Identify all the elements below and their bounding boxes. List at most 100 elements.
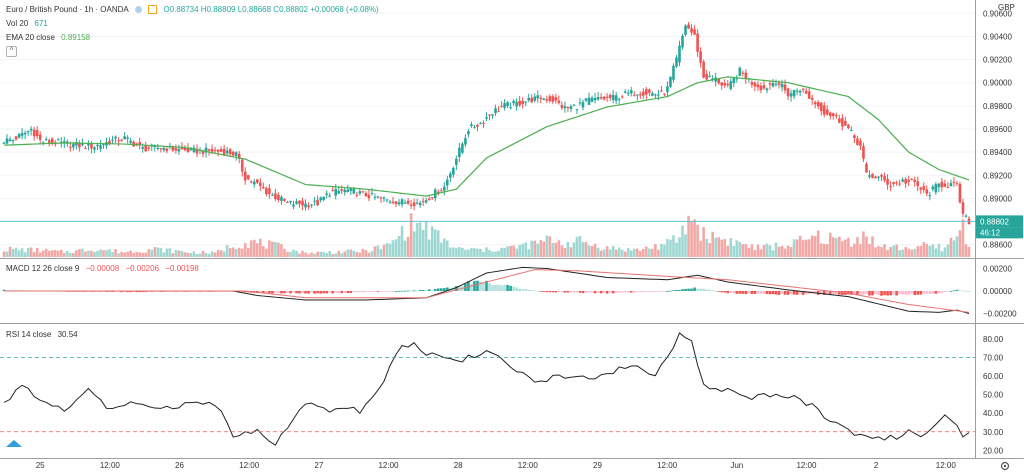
volume-bar [108, 249, 111, 257]
candle-body [195, 148, 199, 154]
macd-hist-bar [509, 285, 512, 291]
candle-body [289, 200, 292, 203]
candle-body [702, 61, 705, 78]
volume-bar [470, 248, 473, 257]
rsi-tick-label: 20.00 [983, 446, 1004, 455]
volume-bar [379, 249, 383, 257]
candle-body [789, 93, 793, 97]
volume-bar [747, 247, 751, 257]
macd-hist-bar [777, 291, 781, 295]
volume-bar [171, 253, 175, 257]
symbol-title[interactable]: Euro / British Pound · 1h · OANDA [6, 5, 129, 14]
candle-body [485, 117, 488, 119]
candle-body [964, 215, 968, 217]
candle-body [614, 95, 618, 101]
macd-hist-bar [373, 291, 377, 292]
rsi-legend[interactable]: RSI 14 close 30.54 [6, 330, 82, 339]
volume-legend[interactable]: Vol 20 671 [6, 19, 52, 28]
candle-body [850, 129, 853, 131]
volume-bar [228, 248, 232, 257]
volume-bar [934, 248, 938, 257]
volume-bar [301, 250, 304, 257]
volume-bar [786, 245, 790, 257]
candle-body [144, 145, 148, 152]
macd-hist-bar [367, 291, 371, 292]
candle-body [509, 107, 512, 109]
candle-body [277, 194, 280, 201]
price-tick-label: 0.90600 [983, 9, 1012, 18]
candle-body [243, 171, 247, 181]
rsi-tick-label: 80.00 [983, 335, 1004, 344]
macd-hist-bar [937, 291, 941, 294]
candle-body [41, 141, 45, 143]
macd-hist-bar [442, 288, 446, 291]
candle-body [379, 197, 383, 199]
macd-hist-bar [560, 291, 564, 293]
volume-bar [819, 243, 823, 257]
macd-hist-bar [886, 291, 889, 296]
candle-body [412, 202, 416, 207]
candle-body [810, 97, 814, 100]
candle-body [723, 82, 727, 86]
macd-hist-bar [735, 291, 739, 294]
macd-hist-bar [889, 291, 892, 296]
ema-legend[interactable]: EMA 20 close 0.89158 [6, 33, 94, 42]
macd-hist-bar [657, 291, 660, 292]
macd-hist-bar [934, 291, 938, 294]
volume-bar [868, 244, 871, 257]
volume-bar [551, 242, 555, 257]
macd-hist-bar [940, 291, 944, 293]
volume-bar [940, 251, 944, 257]
volume-bar [8, 246, 12, 257]
rsi-label: RSI 14 close [6, 330, 52, 339]
candle-body [268, 188, 271, 195]
candle-body [78, 142, 81, 148]
macd-hist-bar [838, 291, 841, 295]
candle-body [2, 142, 6, 144]
macd-hist-bar [566, 291, 570, 293]
volume-bar [433, 229, 437, 257]
volume-bar [69, 252, 72, 257]
volume-bar [325, 253, 328, 257]
volume-bar [883, 244, 886, 257]
symbol-legend[interactable]: Euro / British Pound · 1h · OANDA O0.887… [6, 5, 383, 15]
macd-value-3: −0.00198 [165, 264, 199, 273]
countdown-badge [976, 227, 1023, 239]
macd-hist-bar [943, 291, 947, 293]
time-axis-label: 29 [593, 461, 602, 470]
candle-body [578, 102, 582, 104]
candle-body [660, 90, 663, 92]
volume-bar [949, 237, 953, 257]
macd-hist-bar [563, 291, 567, 293]
candle-body [711, 78, 714, 80]
macd-hist-bar [144, 291, 148, 293]
settings-square-icon[interactable] [148, 5, 158, 15]
volume-bar [626, 248, 630, 257]
volume-bar [464, 249, 467, 257]
macd-hist-bar [871, 291, 874, 296]
macd-hist-bar [491, 285, 494, 291]
macd-hist-bar [343, 291, 347, 293]
macd-hist-bar [587, 291, 591, 293]
volume-bar [494, 251, 497, 257]
candle-body [838, 118, 841, 123]
volume-bar [654, 244, 657, 257]
candle-body [138, 142, 142, 145]
candle-body [798, 90, 802, 93]
candle-body [295, 201, 298, 204]
volume-bar [20, 248, 24, 257]
macd-hist-bar [473, 281, 476, 291]
ema-label: EMA 20 close [6, 33, 55, 42]
volume-bar [841, 241, 844, 257]
volume-bar [430, 226, 434, 257]
macd-legend[interactable]: MACD 12 26 close 9 −0.00008 −0.00206 −0.… [6, 264, 203, 273]
eye-icon[interactable] [134, 6, 142, 14]
macd-hist-bar [747, 291, 751, 294]
candle-body [605, 96, 609, 98]
macd-hist-bar [877, 291, 880, 296]
candle-body [599, 97, 603, 99]
chevron-up-icon[interactable]: ^ [6, 46, 17, 57]
collapse-legend[interactable]: ^ [6, 46, 21, 57]
macd-hist-bar [684, 288, 687, 291]
volume-bar [476, 248, 479, 257]
